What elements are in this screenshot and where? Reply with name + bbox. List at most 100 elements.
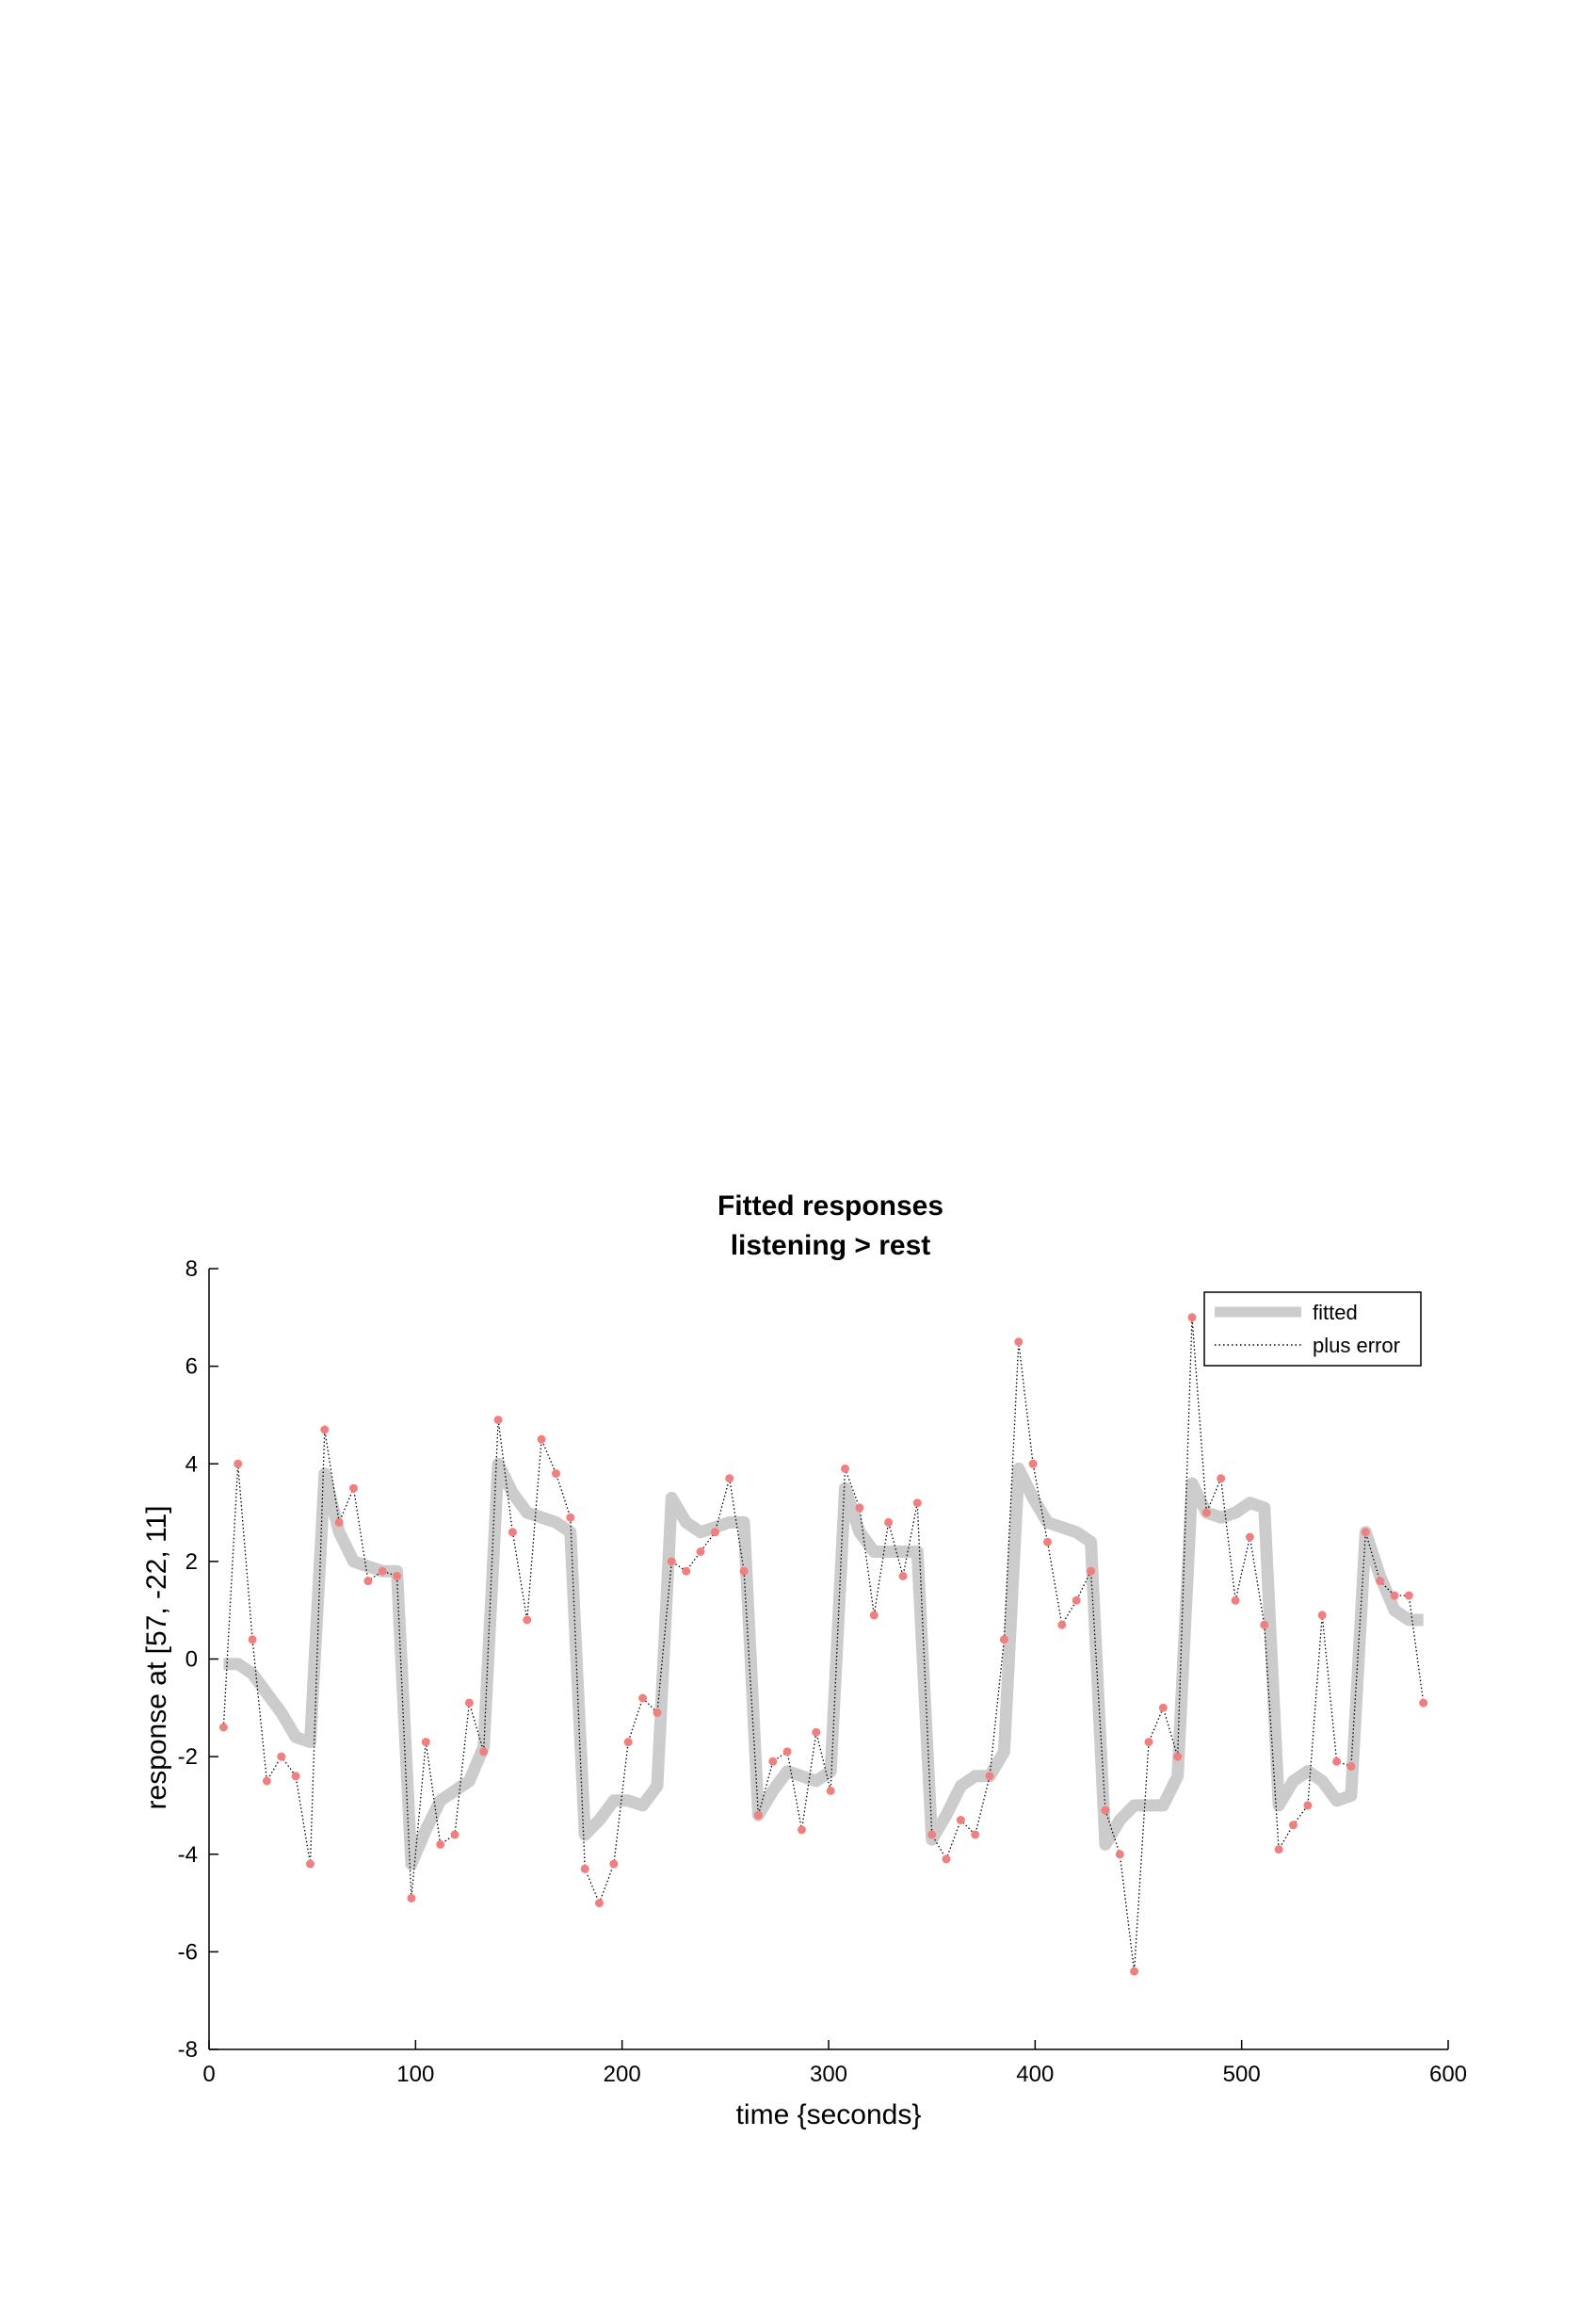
y-axis-label: response at [57, -22, 11] [141, 1506, 172, 1810]
plus-error-point [753, 1810, 763, 1820]
plus-error-point [306, 1859, 314, 1869]
chart-title-line-2: listening > rest [731, 1230, 931, 1261]
legend: fitted plus error [1203, 1291, 1422, 1367]
y-tick-label: 2 [185, 1549, 198, 1575]
plus-error-point [262, 1776, 271, 1786]
plus-error-point [798, 1825, 806, 1835]
series-plus-error-line [222, 1317, 1425, 1972]
plus-error-point [826, 1786, 835, 1795]
y-tick-label: 6 [185, 1354, 198, 1380]
plus-error-point [1087, 1566, 1096, 1576]
plus-error-point [1130, 1967, 1139, 1976]
x-axis-label: time {seconds} [736, 2099, 922, 2130]
plus-error-point [710, 1528, 719, 1537]
y-tick-label: -2 [178, 1744, 198, 1770]
plus-error-point [985, 1772, 994, 1781]
x-tick-label: 600 [1429, 2062, 1467, 2087]
plus-error-point [971, 1830, 980, 1839]
y-tick-label: 0 [185, 1647, 198, 1673]
plus-error-point [1014, 1337, 1024, 1347]
y-tick-label: 8 [185, 1256, 198, 1282]
plus-error-point [1274, 1845, 1283, 1854]
plus-error-point [1390, 1591, 1399, 1600]
plus-error-point [320, 1425, 330, 1434]
x-tick-label: 300 [810, 2062, 847, 2087]
plus-error-point [1376, 1577, 1385, 1586]
plus-error-point [1245, 1532, 1254, 1542]
plus-error-point [421, 1738, 430, 1747]
plus-error-point [1419, 1698, 1428, 1708]
chart-title-line-1: Fitted responses [717, 1190, 943, 1222]
plus-error-point [407, 1893, 416, 1902]
plus-error-point [349, 1483, 358, 1493]
plus-error-point [580, 1864, 589, 1873]
plus-error-point [1289, 1821, 1298, 1830]
plus-error-point [1057, 1620, 1067, 1629]
x-tick-label: 200 [604, 2062, 641, 2087]
plus-error-point [1346, 1762, 1356, 1771]
plus-error-point [696, 1547, 705, 1556]
plus-error-point [218, 1723, 228, 1732]
plus-error-point [884, 1517, 894, 1527]
y-tick-label: -6 [178, 1939, 198, 1965]
series-layer [218, 1313, 1428, 1976]
y-tick-label: 4 [185, 1451, 198, 1477]
plus-error-point [378, 1566, 387, 1576]
plus-error-point [1404, 1591, 1413, 1600]
x-tick-label: 100 [396, 2062, 434, 2087]
plus-error-point [552, 1469, 560, 1479]
plus-error-point [493, 1416, 503, 1425]
plus-error-point [450, 1830, 459, 1839]
legend-label-fitted: fitted [1313, 1301, 1358, 1324]
plus-error-point [1361, 1528, 1370, 1537]
plus-error-point [667, 1557, 676, 1566]
plus-error-point [479, 1747, 489, 1757]
plus-error-point [1303, 1801, 1313, 1810]
plus-error-point [248, 1635, 257, 1644]
plus-error-point [912, 1498, 922, 1508]
legend-box [1203, 1291, 1422, 1367]
plus-error-point [1231, 1595, 1240, 1605]
plus-error-point [638, 1693, 648, 1703]
plus-error-point [436, 1839, 445, 1849]
plus-error-point [898, 1571, 908, 1580]
plus-error-point [1028, 1459, 1038, 1468]
plus-error-point [1217, 1474, 1226, 1483]
plus-error-point [623, 1738, 633, 1747]
plus-error-point [1260, 1620, 1269, 1629]
plus-error-point [334, 1517, 344, 1527]
plus-error-point [464, 1698, 474, 1708]
plus-error-point [956, 1816, 965, 1824]
plus-error-point [291, 1772, 300, 1781]
plus-error-point [682, 1566, 691, 1576]
plus-error-point [869, 1611, 879, 1620]
plus-error-point [363, 1577, 373, 1586]
plus-error-point [942, 1854, 951, 1864]
y-tick-label: -4 [178, 1842, 198, 1868]
plus-error-point [1317, 1611, 1327, 1620]
plus-error-point [537, 1434, 546, 1444]
plot-area: -8 -6 -4 -2 0 2 4 6 8 0 100 200 300 400 500 600 [178, 1256, 1467, 2087]
x-tick-label: 500 [1223, 2062, 1261, 2087]
plus-error-point [1158, 1703, 1168, 1712]
plus-error-point [234, 1459, 243, 1468]
plus-error-point [566, 1513, 575, 1522]
plus-error-point [739, 1566, 749, 1576]
plus-error-point [1187, 1313, 1197, 1322]
plus-error-point [1043, 1537, 1052, 1546]
plus-error-point [841, 1464, 849, 1473]
plus-error-point [508, 1528, 517, 1537]
plus-error-point [653, 1708, 662, 1717]
plus-error-point [393, 1571, 402, 1580]
plus-error-point [523, 1615, 532, 1625]
legend-label-plus-error: plus error [1313, 1334, 1400, 1357]
x-tick-label: 400 [1016, 2062, 1054, 2087]
plus-error-point [1332, 1757, 1342, 1766]
y-tick-label: -8 [178, 2037, 198, 2063]
x-ticks: 0 100 200 300 400 500 600 [202, 2040, 1467, 2087]
plus-error-point [1173, 1752, 1183, 1761]
x-tick-label: 0 [202, 2062, 215, 2087]
plus-error-point [1201, 1508, 1211, 1517]
